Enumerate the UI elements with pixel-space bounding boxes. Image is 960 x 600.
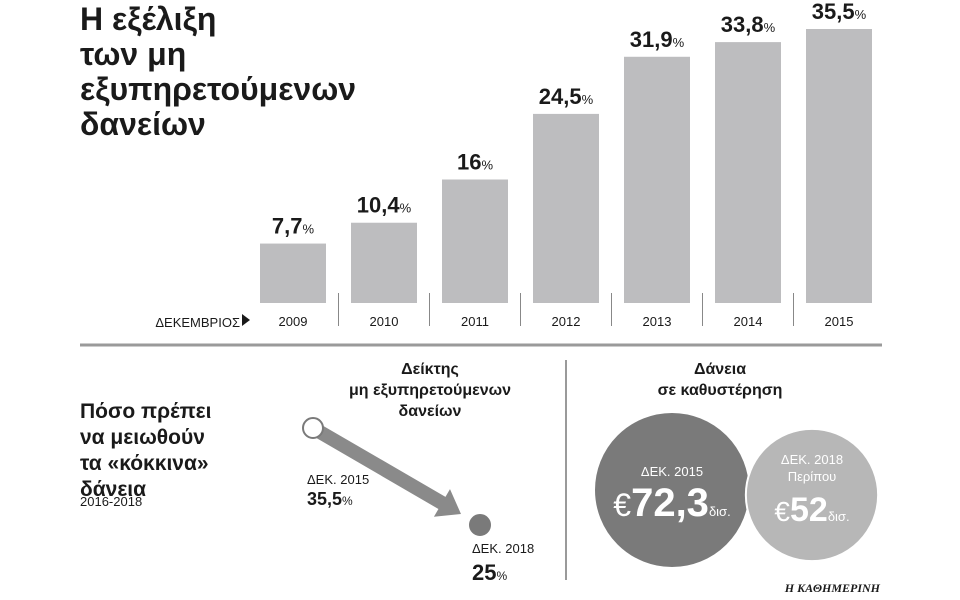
- value-unit: δισ.: [828, 509, 850, 524]
- value-label: 35,5%: [812, 0, 867, 24]
- point-value: 35,5%: [307, 489, 353, 509]
- currency: €: [613, 487, 631, 523]
- value-unit: %: [855, 7, 867, 22]
- value-unit: %: [400, 201, 412, 216]
- panel-title: δανείων: [399, 403, 462, 420]
- panel-title: μη εξυπηρετούμενων: [349, 382, 511, 399]
- bar: [442, 179, 508, 303]
- ratio-point: [469, 514, 491, 537]
- section-title: τα «κόκκινα»: [80, 452, 209, 475]
- arrow-shape: [309, 421, 461, 517]
- value-number: 7,7: [272, 214, 303, 239]
- circle-value: €52δισ.: [774, 491, 849, 529]
- circle-value: €72,3δισ.: [613, 481, 730, 525]
- value-unit: %: [673, 35, 685, 50]
- loan-circle: [744, 427, 880, 563]
- value-unit: δισ.: [709, 504, 731, 519]
- value-unit: %: [764, 20, 776, 35]
- value-label: 31,9%: [630, 27, 685, 52]
- x-tick-label: 2015: [825, 314, 854, 329]
- value-number: 31,9: [630, 27, 673, 52]
- bar: [533, 113, 599, 304]
- value-number: 16: [457, 150, 481, 175]
- x-axis-label: ΔΕΚΕΜΒΡΙΟΣ: [155, 315, 240, 330]
- value-unit: %: [582, 92, 594, 107]
- panel-title: Δείκτης: [401, 361, 459, 378]
- value-unit: %: [496, 569, 507, 583]
- value-unit: %: [303, 222, 315, 237]
- x-tick-label: 2010: [370, 314, 399, 329]
- x-axis-arrow: [242, 314, 250, 326]
- value-number: 35,5: [307, 489, 342, 509]
- section-subtitle: 2016-2018: [80, 494, 142, 509]
- value-label: 7,7%: [272, 214, 315, 239]
- panel-title: σε καθυστέρηση: [658, 382, 783, 399]
- circle-label: ΔΕΚ. 2015: [641, 464, 703, 479]
- point-label: ΔΕΚ. 2018: [472, 541, 534, 556]
- point-value: 25%: [472, 560, 507, 585]
- bar: [624, 56, 690, 303]
- value-number: 10,4: [357, 193, 401, 218]
- circle-label: ΔΕΚ. 2018: [781, 452, 843, 467]
- value-number: 52: [790, 491, 828, 529]
- chart-title: δανείων: [80, 106, 206, 142]
- bar: [260, 243, 326, 303]
- section-title: να μειωθούν: [80, 426, 205, 449]
- section-title: δάνεια: [80, 478, 146, 501]
- value-number: 35,5: [812, 0, 855, 24]
- x-tick-label: 2014: [734, 314, 763, 329]
- value-number: 33,8: [721, 12, 764, 37]
- value-label: 24,5%: [539, 84, 594, 109]
- chart-title: Η εξέλιξη: [80, 1, 216, 37]
- value-label: 33,8%: [721, 12, 776, 37]
- source: Η ΚΑΘΗΜΕΡΙΝΗ: [784, 581, 881, 595]
- x-tick-label: 2013: [643, 314, 672, 329]
- value-number: 25: [472, 560, 496, 585]
- value-label: 10,4%: [357, 193, 412, 218]
- value-number: 24,5: [539, 84, 582, 109]
- chart-title: εξυπηρετούμενων: [80, 71, 356, 107]
- circle-label: Περίπου: [788, 469, 837, 484]
- currency: €: [774, 496, 790, 527]
- value-label: 16%: [457, 150, 493, 175]
- x-tick-label: 2011: [461, 314, 489, 329]
- section-title: Πόσο πρέπει: [80, 400, 212, 423]
- chart-title: των μη: [80, 36, 186, 72]
- trend-arrow: [309, 421, 461, 517]
- ratio-point: [302, 417, 324, 439]
- value-unit: %: [342, 494, 353, 508]
- bar: [806, 29, 872, 303]
- panel-title: Δάνεια: [694, 361, 746, 378]
- bar: [715, 42, 781, 304]
- x-tick-label: 2012: [552, 314, 581, 329]
- value-number: 72,3: [631, 481, 709, 525]
- x-tick-label: 2009: [279, 314, 308, 329]
- bar: [351, 222, 417, 303]
- point-label: ΔΕΚ. 2015: [307, 472, 369, 487]
- value-unit: %: [481, 158, 493, 173]
